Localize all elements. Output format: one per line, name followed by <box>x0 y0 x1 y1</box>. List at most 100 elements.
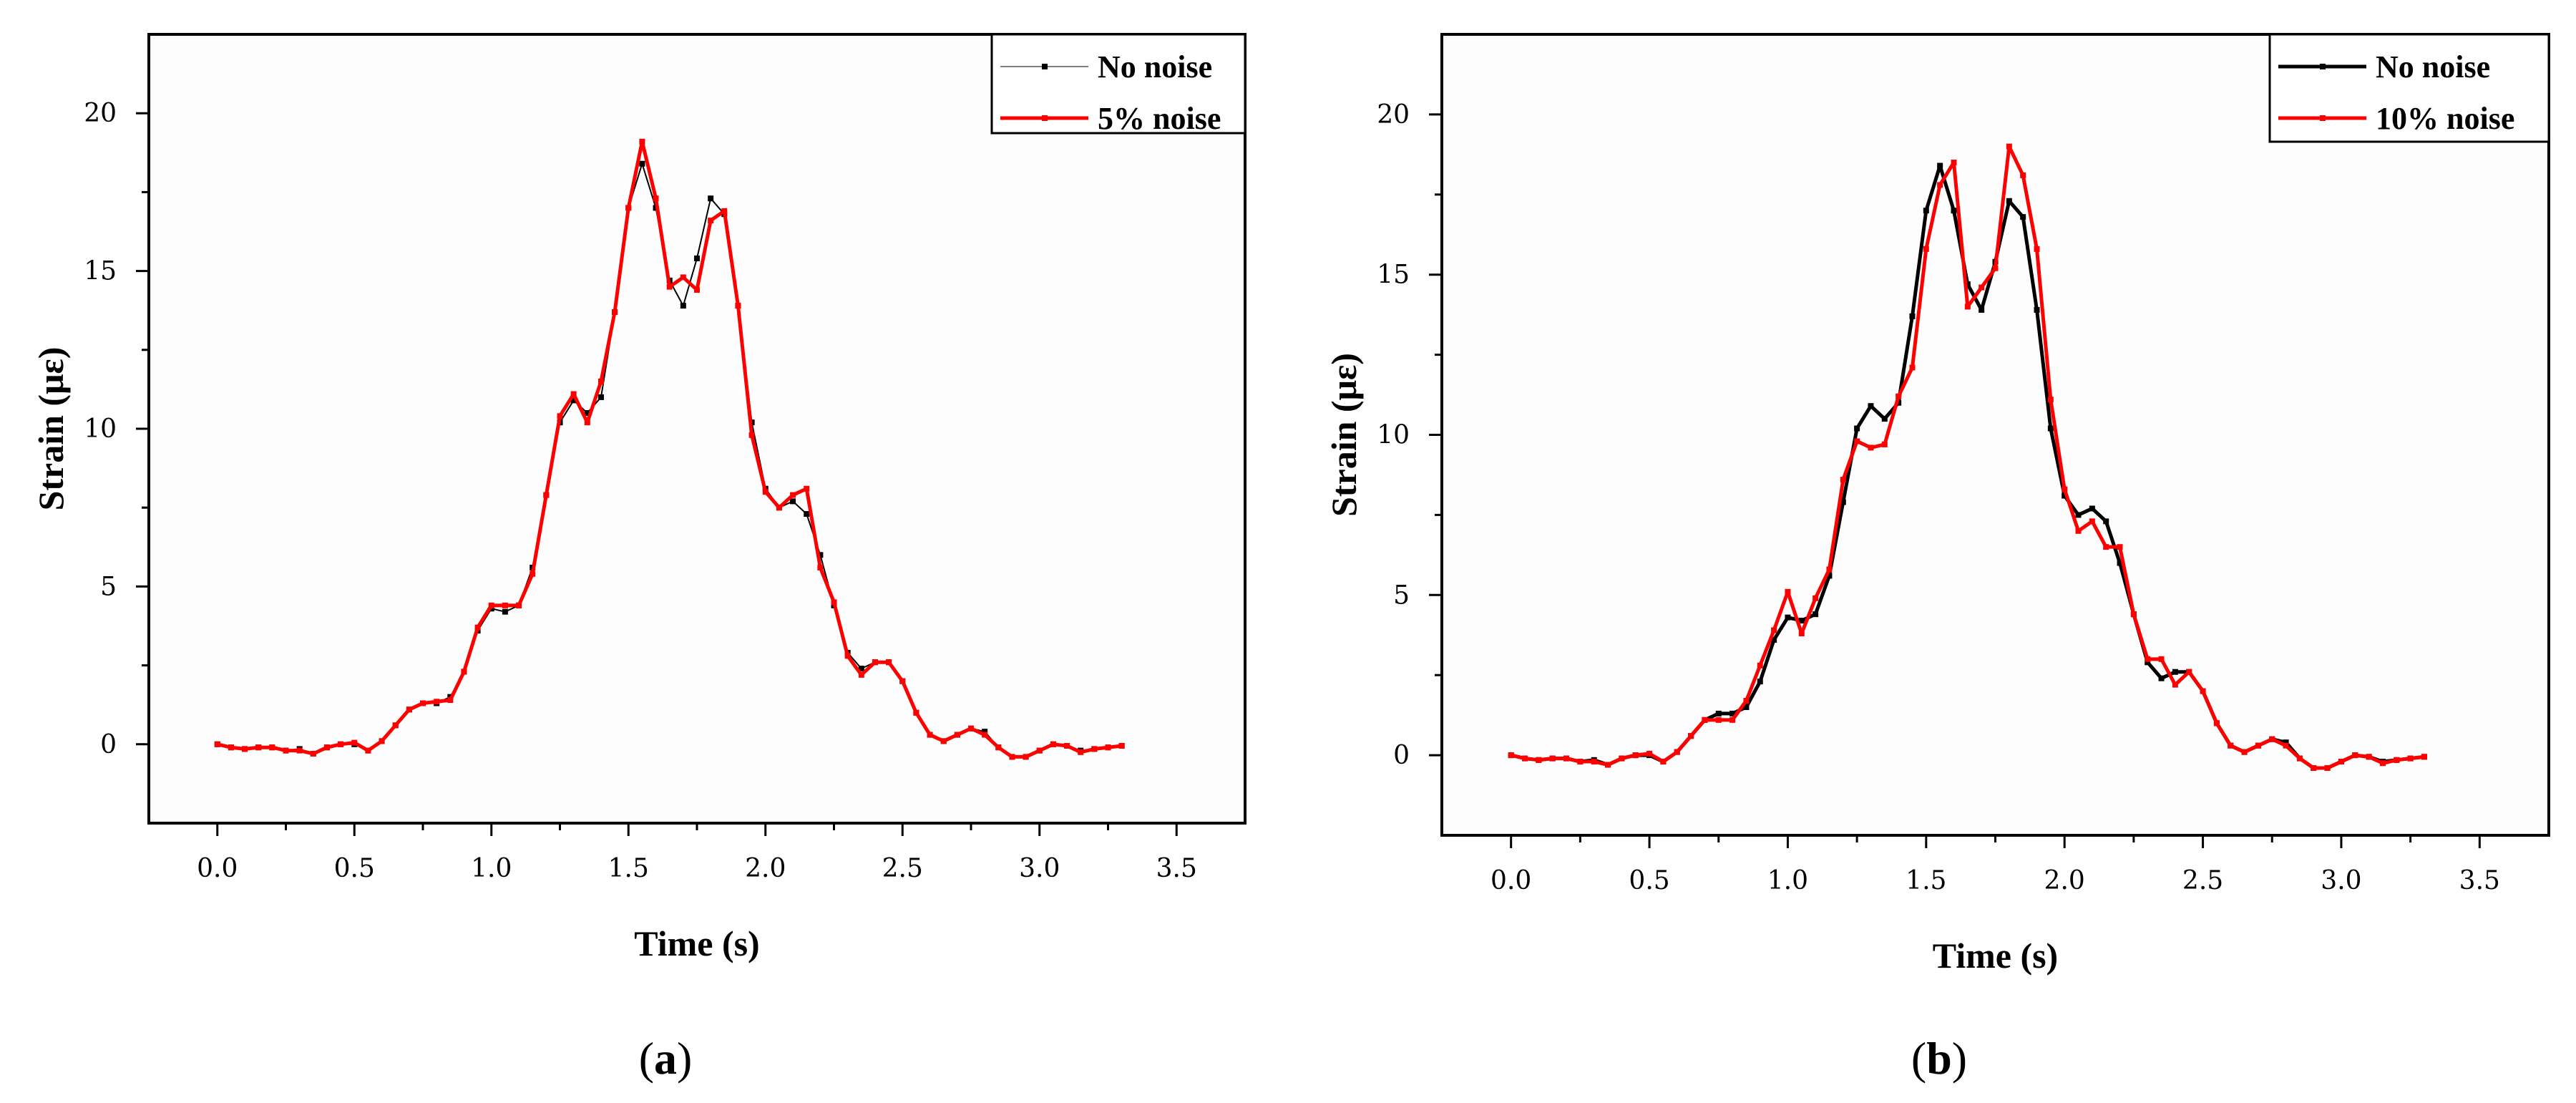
data-point <box>1036 747 1043 754</box>
x-tick-label: 1.0 <box>471 854 512 883</box>
data-point <box>1854 438 1860 444</box>
data-point <box>1536 757 1542 763</box>
data-point <box>1798 631 1805 637</box>
data-point <box>2283 742 2289 749</box>
data-point <box>1050 741 1056 747</box>
panel-b: 0.0 0.5 1.0 1.5 2.0 2.5 3.0 3.5 0 5 10 15 20 Time (s)… <box>1324 33 2550 1084</box>
y-tick-label: 0 <box>1393 741 1410 770</box>
data-point <box>1702 716 1708 723</box>
data-point <box>1964 303 1971 310</box>
data-point <box>2407 755 2414 762</box>
data-point <box>2324 765 2331 772</box>
legend-label: No noise <box>2376 49 2490 84</box>
data-point <box>708 218 714 224</box>
data-point <box>2366 754 2372 760</box>
panel-caption: (a) <box>639 1033 693 1084</box>
x-tick-label: 2.5 <box>2182 866 2223 895</box>
legend-marker <box>2320 115 2326 121</box>
y-tick-label: 20 <box>1377 100 1410 130</box>
data-point <box>1646 750 1653 757</box>
data-point <box>351 739 358 746</box>
data-point <box>434 699 440 705</box>
data-point <box>2020 214 2026 220</box>
x-tick-label: 3.5 <box>2459 866 2500 895</box>
data-point <box>1660 759 1667 765</box>
data-point <box>762 489 769 495</box>
data-point <box>570 391 577 397</box>
data-point <box>406 706 412 713</box>
data-point <box>2421 754 2427 760</box>
x-tick-label: 2.0 <box>745 854 786 883</box>
data-point <box>420 700 426 706</box>
data-point <box>831 599 837 606</box>
data-point <box>1896 393 1902 399</box>
data-point <box>338 741 344 747</box>
data-point <box>995 744 1002 751</box>
y-axis-label: Strain (με) <box>1324 353 1364 517</box>
data-point <box>447 697 454 704</box>
data-point <box>461 669 467 675</box>
plot-area <box>147 33 1246 825</box>
data-point <box>242 746 248 752</box>
data-point <box>530 570 536 577</box>
data-point <box>1826 566 1833 573</box>
data-point <box>1118 743 1125 749</box>
data-point <box>255 744 262 751</box>
legend-marker <box>1042 115 1048 121</box>
data-point <box>680 303 686 309</box>
data-point <box>858 671 864 678</box>
data-point <box>2034 246 2040 252</box>
legend-box <box>2268 33 2550 143</box>
data-point <box>982 729 988 735</box>
data-point <box>1619 755 1625 762</box>
data-point <box>1868 444 1874 451</box>
data-point <box>502 608 508 615</box>
x-tick-label: 3.5 <box>1156 854 1197 883</box>
data-point <box>694 255 700 261</box>
data-point <box>2186 669 2192 675</box>
data-point <box>2006 198 2012 204</box>
data-point <box>1105 744 1111 751</box>
data-point <box>1743 698 1750 704</box>
data-point <box>296 747 303 754</box>
data-point <box>708 195 714 202</box>
data-point <box>1064 743 1070 749</box>
data-point <box>1881 441 1888 447</box>
data-point <box>886 659 892 666</box>
data-point <box>913 709 919 716</box>
x-tick-label: 0.0 <box>1491 866 1531 895</box>
legend-item: No noise <box>1000 49 1212 84</box>
data-point <box>1757 662 1763 669</box>
panel-a: 0.0 0.5 1.0 1.5 2.0 2.5 3.0 3.5 0 5 10 15 20 Time (s)… <box>31 33 1246 1084</box>
data-point <box>2172 681 2178 688</box>
data-point <box>228 744 234 751</box>
panel-caption-letter: b <box>1926 1033 1952 1084</box>
data-point <box>1992 265 1999 271</box>
data-point <box>2145 659 2151 666</box>
data-point <box>1674 749 1680 755</box>
panel-caption: (b) <box>1911 1033 1967 1084</box>
legend-label: 5% noise <box>1098 101 1221 136</box>
data-point <box>1881 416 1888 422</box>
x-tick-label: 1.5 <box>1906 866 1946 895</box>
data-point <box>516 602 522 608</box>
legend-marker <box>2320 64 2326 69</box>
data-point <box>2269 736 2275 742</box>
data-point <box>2338 759 2344 765</box>
data-point <box>2089 505 2095 512</box>
data-point <box>488 602 494 608</box>
y-tick-label: 5 <box>100 572 117 601</box>
data-point <box>968 725 974 732</box>
data-point <box>735 303 741 309</box>
data-point <box>2089 518 2095 525</box>
data-point <box>639 138 645 145</box>
data-point <box>2117 560 2123 566</box>
data-point <box>899 678 906 684</box>
data-point <box>1813 595 1819 601</box>
legend-item: No noise <box>2278 49 2490 84</box>
data-point <box>365 747 371 754</box>
data-point <box>1785 588 1791 595</box>
data-point <box>817 564 824 570</box>
panel-caption-letter: a <box>654 1033 677 1084</box>
